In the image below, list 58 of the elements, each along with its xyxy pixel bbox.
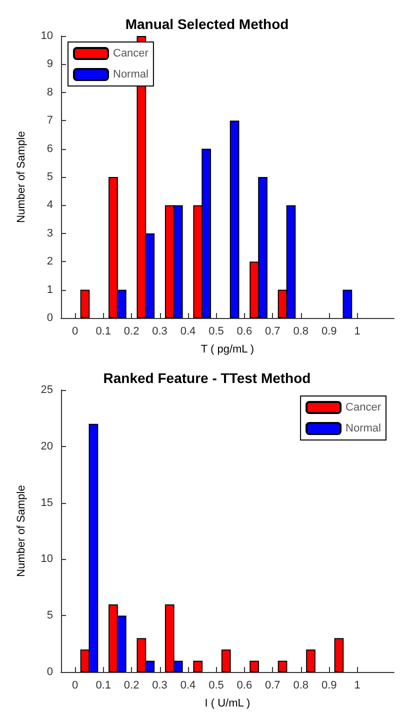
x-tick-label: 0.2 (124, 680, 140, 692)
x-tick-label: 0.1 (96, 326, 111, 338)
y-tick-label: 6 (46, 142, 53, 155)
x-tick-label: 0.7 (265, 326, 280, 338)
x-tick-label: 0.8 (293, 326, 309, 338)
y-tick-label: 2 (46, 256, 53, 268)
x-tick-label: 0.3 (152, 326, 168, 338)
x-tick-label: 0.8 (293, 680, 309, 692)
x-tick-label: 0.6 (236, 680, 252, 692)
bar (334, 638, 344, 672)
y-axis-title: Number of Sample (16, 485, 28, 577)
y-tick-label: 8 (46, 86, 53, 98)
x-tick-label: 1 (354, 680, 360, 692)
y-tick-label: 10 (40, 30, 53, 42)
x-tick-label: 0.4 (180, 680, 196, 692)
bar (230, 120, 240, 318)
legend-label: Cancer (113, 48, 149, 60)
x-tick-label: 0.5 (208, 680, 224, 692)
x-tick-label: 0.3 (152, 680, 168, 692)
y-tick-label: 20 (40, 440, 53, 452)
bar (342, 290, 352, 318)
x-tick-label: 0 (72, 326, 78, 338)
x-axis-title: I ( U/mL ) (204, 698, 250, 710)
chart-title: Ranked Feature - TTest Method (103, 370, 311, 386)
x-tick-label: 0.1 (96, 680, 111, 692)
x-tick-label: 0.5 (208, 326, 224, 338)
x-tick-label: 0 (72, 680, 78, 692)
bar (80, 290, 90, 318)
x-axis-title: T ( pg/mL ) (200, 344, 254, 356)
y-tick-label: 10 (40, 553, 53, 566)
bar (193, 660, 203, 672)
y-tick-label: 25 (40, 384, 53, 396)
legend-label: Normal (346, 422, 381, 434)
bar (221, 649, 231, 672)
x-tick-label: 0.7 (265, 680, 280, 692)
y-tick-label: 1 (46, 284, 53, 296)
y-tick-label: 0 (46, 312, 53, 324)
y-tick-label: 15 (40, 496, 53, 509)
x-tick-label: 0.4 (180, 326, 196, 338)
bar (250, 660, 259, 672)
bar (306, 649, 316, 672)
x-tick-label: 0.2 (124, 326, 140, 338)
y-tick-label: 0 (46, 666, 53, 678)
bar (278, 660, 288, 672)
y-axis-title: Number of Sample (16, 131, 28, 223)
chart-title: Manual Selected Method (125, 16, 289, 32)
y-tick-label: 3 (46, 227, 53, 240)
x-tick-label: 0.9 (321, 326, 337, 338)
y-tick-label: 5 (46, 171, 53, 183)
y-tick-label: 7 (46, 114, 53, 127)
x-tick-label: 0.9 (321, 680, 337, 692)
legend-label: Cancer (346, 402, 382, 414)
y-tick-label: 9 (46, 58, 53, 70)
x-tick-label: 1 (354, 326, 360, 338)
legend-label: Normal (113, 68, 148, 80)
y-tick-label: 4 (46, 199, 53, 212)
x-tick-label: 0.6 (236, 326, 252, 338)
y-tick-label: 5 (46, 610, 53, 622)
